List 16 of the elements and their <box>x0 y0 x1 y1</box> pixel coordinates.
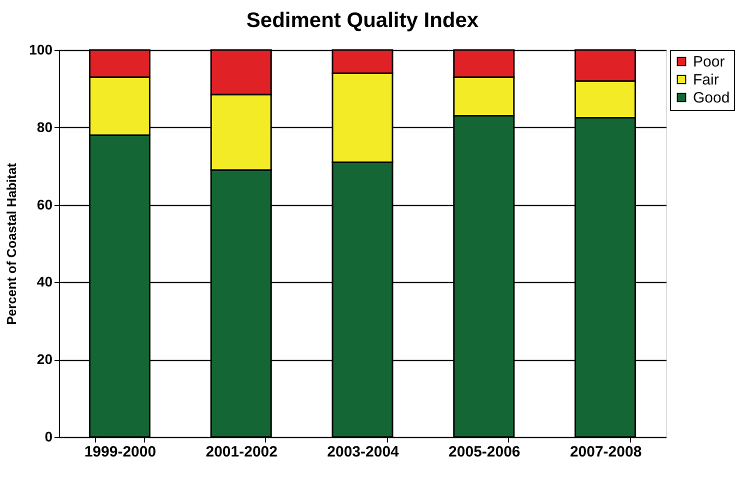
y-tick-label: 80 <box>36 118 53 135</box>
legend-label: Poor <box>693 54 725 70</box>
x-tick-label: 2003-2004 <box>327 444 400 460</box>
x-tick-label: 2001-2002 <box>206 444 278 460</box>
chart-title: Sediment Quality Index <box>246 9 479 32</box>
x-tick-label: 2007-2008 <box>570 444 642 460</box>
y-axis-title: Percent of Coastal Habitat <box>4 162 20 325</box>
legend-label: Good <box>693 90 730 106</box>
y-tick-label: 100 <box>29 42 53 58</box>
y-tick-label: 0 <box>44 428 53 444</box>
y-tick-label: 40 <box>36 274 53 290</box>
y-tick-label: 20 <box>36 351 53 368</box>
x-tick-label: 2005-2006 <box>448 444 520 460</box>
legend-label: Fair <box>693 72 719 88</box>
x-tick-label: 1999-2000 <box>84 444 156 460</box>
y-tick-label: 60 <box>36 196 53 212</box>
